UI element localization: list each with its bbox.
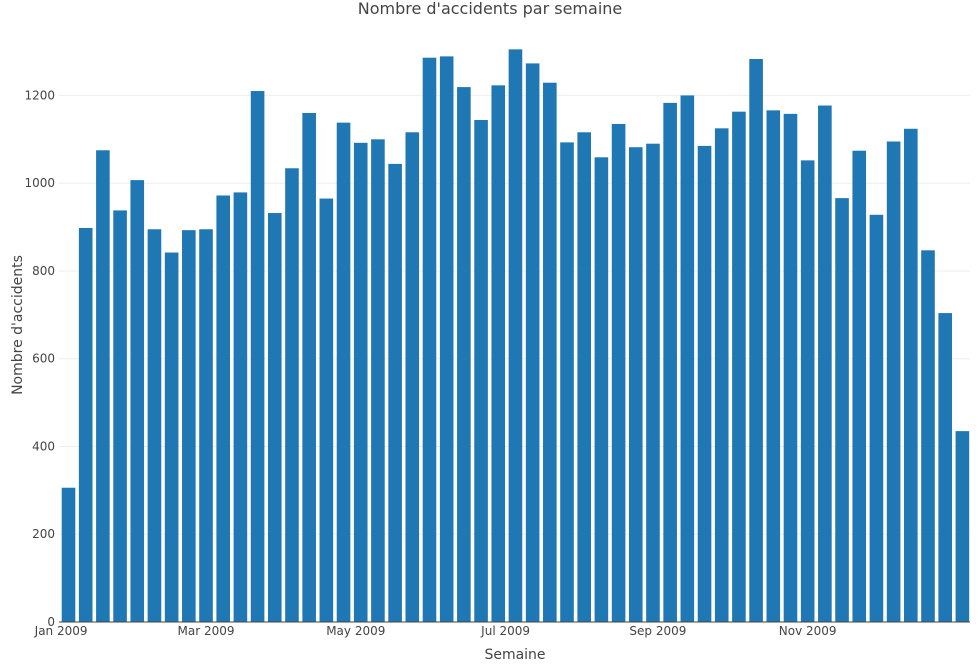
bar [405, 132, 420, 623]
y-tick-label: 200 [32, 527, 55, 541]
bar [525, 63, 540, 622]
bar [474, 120, 488, 622]
bar [199, 229, 213, 622]
y-axis-label: Nombre d'accidents [10, 255, 26, 395]
bar [697, 145, 712, 622]
bar [371, 139, 385, 622]
bar [388, 163, 402, 622]
chart-title: Nombre d'accidents par semaine [358, 0, 623, 18]
x-tick-label: Jan 2009 [34, 624, 88, 638]
y-tick-label: 0 [47, 615, 55, 629]
bar [353, 142, 368, 622]
x-tick-label: Nov 2009 [779, 624, 837, 638]
bar [182, 230, 196, 622]
bar [886, 141, 901, 622]
bar [491, 85, 506, 623]
bar [577, 132, 591, 623]
bar [628, 147, 643, 622]
bar [646, 143, 660, 622]
bar [938, 313, 952, 622]
bars [61, 49, 970, 623]
bar [800, 160, 815, 622]
bar [732, 111, 746, 623]
bar [233, 192, 248, 622]
bar [766, 110, 781, 622]
x-tick-label: Sep 2009 [629, 624, 686, 638]
bar [302, 112, 316, 623]
bar [921, 250, 935, 622]
bar [835, 198, 849, 623]
bar [852, 150, 867, 622]
bar [164, 252, 179, 622]
y-tick-label: 400 [32, 439, 55, 453]
bar [818, 105, 832, 622]
bar [216, 195, 231, 623]
x-axis-label: Semaine [484, 647, 545, 660]
x-tick-label: Mar 2009 [178, 624, 235, 638]
bar [147, 229, 162, 622]
bar [904, 128, 918, 622]
axes: 0 200 400 600 800 1000 1200 Jan 2009 Mar 2009 May… [24, 88, 970, 638]
bar [508, 49, 523, 623]
bar [130, 180, 145, 622]
bar [96, 150, 110, 622]
bar [955, 431, 970, 622]
bar [267, 213, 282, 622]
bar [611, 123, 626, 623]
x-tick-label: May 2009 [326, 624, 385, 638]
bar [543, 82, 557, 622]
bar [78, 227, 93, 622]
y-tick-label: 1200 [24, 88, 55, 102]
y-tick-label: 600 [32, 352, 55, 366]
bar [457, 87, 471, 623]
bar [560, 142, 574, 622]
bar [422, 57, 437, 622]
bar [285, 168, 299, 622]
bar [250, 91, 265, 623]
bar [869, 214, 884, 623]
bar [336, 122, 351, 622]
bar [113, 210, 127, 622]
bar [783, 113, 798, 623]
bar [714, 128, 729, 622]
bar [439, 56, 454, 622]
bar [319, 198, 334, 623]
bar [749, 59, 763, 622]
bar [61, 487, 76, 622]
bar [663, 102, 677, 622]
x-tick-label: Jul 2009 [480, 624, 530, 638]
bar [594, 157, 609, 623]
bar [680, 95, 695, 623]
y-tick-label: 1000 [24, 176, 55, 190]
y-tick-label: 800 [32, 264, 55, 278]
